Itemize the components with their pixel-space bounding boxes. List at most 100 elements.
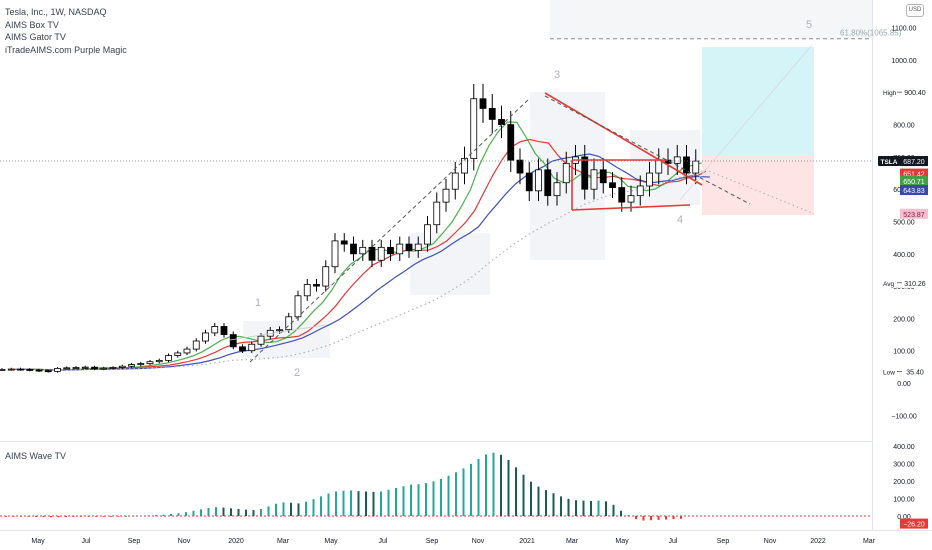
candle	[627, 195, 635, 203]
wave-bar	[275, 503, 277, 516]
price-tick-label: 0.00	[897, 381, 911, 388]
time-tick-label: May	[324, 538, 338, 545]
candle	[313, 284, 320, 287]
wave-bar	[305, 501, 307, 516]
candle	[405, 243, 413, 251]
candle	[63, 367, 71, 370]
wave-bar	[5, 516, 7, 517]
aims-box-3	[410, 233, 490, 295]
wave-bar	[515, 467, 517, 516]
wave-bar	[72, 516, 75, 517]
wave-bar	[567, 498, 570, 516]
wave-bar	[680, 516, 682, 519]
wave-bar	[177, 513, 180, 516]
candle	[17, 368, 24, 371]
wave-bar	[620, 510, 622, 516]
price-tick-label: 400.00	[893, 252, 915, 259]
candle	[433, 201, 441, 226]
wave-bar	[102, 516, 105, 517]
fib-label: 61.80%(1065.85)	[840, 29, 902, 38]
indicator-aims-gator[interactable]: AIMS Gator TV	[5, 32, 66, 42]
wave-bar	[12, 516, 15, 517]
candle	[192, 340, 200, 350]
wave-bar	[387, 489, 390, 516]
trend-dash-upper	[544, 95, 751, 205]
wave-bar	[537, 486, 540, 516]
indicator-purple-magic[interactable]: iTradeAIMS.com Purple Magic	[5, 44, 127, 55]
candle	[350, 243, 357, 255]
wave-bar	[267, 506, 270, 516]
wave-bar	[582, 500, 585, 516]
wave-bar	[365, 491, 367, 516]
price-label-value: 651.42	[903, 172, 925, 179]
candle	[229, 334, 237, 348]
wave-bar	[657, 516, 660, 520]
price-tick-label: 800.00	[893, 123, 915, 130]
wave-bar	[605, 501, 607, 516]
candle	[128, 364, 135, 367]
time-tick-label: Nov	[472, 538, 485, 545]
candle	[137, 363, 145, 366]
wave-label-3: 3	[554, 69, 560, 81]
candle	[91, 366, 98, 370]
currency-badge[interactable]: USD	[906, 4, 924, 17]
wave-bar	[492, 452, 495, 516]
wave-bar	[342, 490, 345, 516]
wave-bar	[27, 516, 30, 517]
time-tick-label: Sep	[717, 538, 730, 545]
candle	[507, 124, 515, 161]
triangle-top-line	[544, 92, 703, 186]
price-label-box	[900, 156, 928, 167]
wave-bar	[170, 513, 172, 516]
candle	[618, 187, 626, 203]
wave-label-4: 4	[677, 214, 683, 226]
wave-bar	[410, 484, 412, 516]
wave-bar	[462, 468, 465, 516]
time-tick-label: Nov	[764, 538, 777, 545]
wave-bar	[635, 516, 637, 520]
candle	[387, 246, 394, 255]
wave-bar	[290, 502, 292, 516]
wave-bar	[650, 516, 652, 521]
candle	[257, 335, 265, 345]
wave-last-value: −26.20	[903, 522, 925, 529]
candle	[451, 172, 459, 190]
time-tick-label: Mar	[566, 538, 579, 545]
candle	[331, 240, 339, 268]
price-label-box	[900, 208, 928, 219]
time-tick-label: May	[615, 538, 629, 545]
price-label-value: 523.87	[903, 212, 925, 219]
candle	[72, 367, 80, 369]
wave-bar	[455, 472, 457, 516]
candle	[165, 355, 172, 361]
candle	[7, 368, 15, 371]
wave-bar	[357, 491, 360, 516]
time-tick-label: 2022	[810, 538, 826, 545]
symbol-title: Tesla, Inc., 1W, NASDAQ	[5, 7, 107, 17]
candle	[322, 266, 330, 287]
wave-bar	[612, 504, 615, 516]
candle	[498, 119, 505, 125]
wave-bar	[372, 491, 375, 516]
wave-bar	[477, 459, 480, 516]
candle	[248, 343, 256, 352]
price-tick-label: 500.00	[893, 220, 915, 227]
purple-magic-line	[11, 169, 815, 371]
price-label-value: 310.26	[904, 281, 926, 288]
indicator-aims-box[interactable]: AIMS Box TV	[5, 19, 59, 30]
candle	[396, 243, 404, 255]
wave-bar	[627, 515, 630, 517]
wave3-dash-line	[249, 99, 529, 363]
wave-bar	[350, 490, 352, 516]
wave-label-5: 5	[806, 19, 812, 31]
wave-bar	[432, 481, 435, 516]
wave-bar	[87, 516, 90, 517]
wave-bar	[552, 493, 555, 516]
wave-bar	[207, 507, 210, 516]
wave-tick-label: 0.00	[897, 514, 911, 521]
price-label-value: 650.71	[903, 179, 925, 186]
candle	[424, 224, 431, 245]
wave-tick-label: 300.00	[893, 462, 915, 469]
wave-bar	[155, 514, 157, 516]
